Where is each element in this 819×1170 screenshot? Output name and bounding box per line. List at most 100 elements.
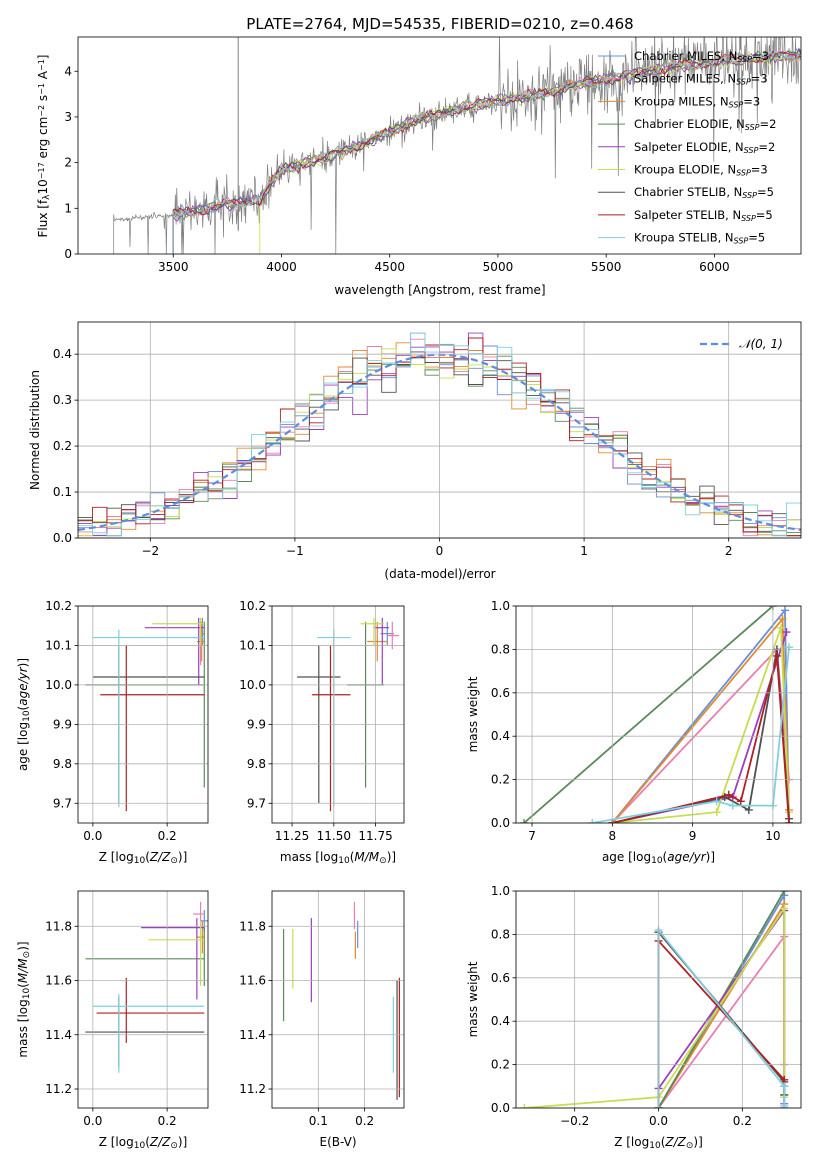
label-part: M/M — [354, 850, 379, 864]
axes-frame — [77, 36, 802, 255]
y-axis-label: mass weight — [466, 961, 480, 1037]
x-axis-label: wavelength [Angstrom, rest frame] — [334, 283, 545, 297]
label-part: Z [log — [99, 1135, 134, 1149]
x-tick-label: −2 — [141, 544, 159, 558]
x-tick-label: 5000 — [483, 260, 514, 274]
legend-label: Salpeter MILES, NSSP=3 — [634, 72, 768, 87]
y-tick-label: 0.4 — [491, 729, 510, 743]
y-tick-label: 9.9 — [247, 717, 266, 731]
axis-label: mass [log10(M/M⊙)] — [16, 941, 32, 1057]
legend-label-part: SSP — [734, 237, 749, 246]
weight-point — [782, 628, 791, 637]
legend-label: Chabrier ELODIE, NSSP=2 — [634, 117, 776, 132]
weight-point — [744, 805, 753, 814]
y-axis-label: Normed distribution — [28, 370, 42, 490]
legend-label: Salpeter STELIB, NSSP=5 — [634, 208, 773, 223]
y-tick-label: 1.0 — [491, 599, 510, 613]
legend-label-part: =3 — [751, 72, 768, 86]
legend-label-part: =5 — [756, 208, 773, 222]
label-part: ( — [16, 983, 30, 988]
y-tick-label: 4 — [64, 64, 72, 78]
x-tick-label: 0.0 — [83, 829, 102, 843]
y-tick-label: 11.2 — [45, 1082, 72, 1096]
axis-label: age [log10(age/yr)] — [16, 658, 32, 771]
legend-label: Kroupa MILES, NSSP=3 — [634, 94, 760, 109]
x-tick-label: −0.2 — [560, 1114, 589, 1128]
weight-line-kroupa-elodie — [612, 627, 790, 823]
x-tick-label: 0.1 — [309, 1114, 328, 1128]
weight-point — [588, 819, 597, 823]
legend-label-part: SSP — [741, 214, 756, 223]
x-tick-label: 0.2 — [158, 1114, 177, 1128]
y-axis-label: mass weight — [466, 676, 480, 752]
label-part: A — [36, 70, 50, 83]
y-tick-label: 9.8 — [53, 757, 72, 771]
x-tick-label: 1 — [580, 544, 588, 558]
label-part: s — [36, 95, 50, 105]
weight-point — [784, 643, 793, 652]
x-tick-label: 5500 — [591, 260, 622, 274]
panel-mass_vs_ebv: 0.1 0.2 11.2 11.4 11.6 11.8 E(B-V) — [239, 890, 405, 1149]
weight-point — [776, 623, 785, 632]
x-tick-label: 7 — [528, 829, 536, 843]
legend-label: Salpeter ELODIE, NSSP=2 — [634, 140, 775, 155]
y-tick-label: 10.0 — [45, 678, 72, 692]
weight-point — [780, 891, 789, 895]
legend-label: Kroupa STELIB, NSSP=5 — [634, 231, 765, 246]
label-part: −17 — [37, 162, 46, 179]
model-spectrum-salpeter-stelib — [172, 50, 801, 254]
panel-residuals: −2 −1 0 1 2 0.0 0.1 0.2 0.3 0.4 (data-model)/error… — [28, 321, 802, 581]
axes-frame — [271, 890, 405, 1109]
weight-point — [724, 790, 733, 799]
legend-label-part: Chabrier MILES, N — [634, 49, 737, 63]
x-tick-label: 0.0 — [83, 1114, 102, 1128]
y-tick-label: 10.2 — [239, 599, 266, 613]
axis-label: Z [log10(Z/Z⊙)] — [99, 850, 188, 866]
label-part: −2 — [37, 105, 46, 117]
axis-label: age [log10(age/yr)] — [602, 850, 715, 866]
weight-point — [772, 651, 781, 660]
label-part: Z/Z — [149, 850, 171, 864]
label-part: )] — [16, 941, 30, 950]
panel-age_vs_mass: 11.25 11.50 11.75 9.7 9.8 9.9 10.0 10.1 10.2 mass… — [239, 599, 405, 866]
y-tick-label: 0.6 — [491, 686, 510, 700]
y-tick-label: 0.0 — [491, 1101, 510, 1115]
plot-area — [282, 901, 400, 1100]
axes-frame — [77, 605, 209, 824]
label-part: Z/Z — [664, 1135, 686, 1149]
axis-label: Z [log10(Z/Z⊙)] — [99, 1135, 188, 1151]
y-tick-label: 1.0 — [491, 884, 510, 898]
x-tick-label: 11.75 — [358, 829, 392, 843]
x-tick-label: 4500 — [374, 260, 405, 274]
label-part: age/yr — [16, 666, 30, 705]
axes-frame — [77, 890, 209, 1109]
weight-point — [784, 819, 793, 823]
legend-label-part: Chabrier STELIB, N — [634, 185, 742, 199]
y-tick-label: 0.8 — [491, 927, 510, 941]
label-part: 10 — [134, 1141, 146, 1151]
label-part: 10 — [22, 988, 32, 1000]
x-tick-label: 3500 — [158, 260, 189, 274]
axis-label: Z [log10(Z/Z⊙)] — [614, 1135, 703, 1151]
legend-label-part: Salpeter ELODIE, N — [634, 140, 744, 154]
y-tick-label: 0.3 — [53, 393, 72, 407]
legend-label-part: =3 — [743, 94, 760, 108]
legend-label-part: SSP — [745, 123, 760, 132]
label-part: age/yr — [667, 850, 706, 864]
label-part: age [log — [602, 850, 651, 864]
legend-label-part: Kroupa MILES, N — [634, 94, 729, 108]
legend-label: Chabrier MILES, NSSP=3 — [634, 49, 769, 64]
label-part: mass [log — [16, 999, 30, 1057]
y-tick-label: 11.2 — [239, 1082, 266, 1096]
label-part: ( — [16, 706, 30, 711]
legend-label-part: =2 — [760, 117, 777, 131]
weight-line-chabrier-elodie — [523, 606, 774, 823]
label-part: mass [log — [280, 850, 338, 864]
weight-point — [520, 1104, 529, 1108]
y-tick-label: 0.2 — [53, 439, 72, 453]
x-tick-label: 9 — [689, 829, 697, 843]
y-tick-label: 0.0 — [491, 816, 510, 830]
legend-label-part: SSP — [736, 169, 751, 178]
y-tick-label: 0.2 — [491, 1058, 510, 1072]
